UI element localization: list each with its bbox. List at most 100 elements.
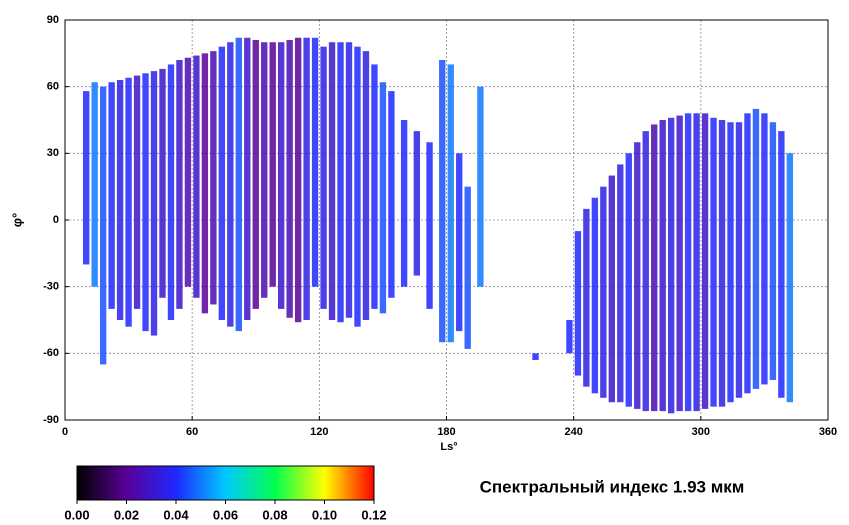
data-strip <box>693 113 700 412</box>
x-tick-label: 360 <box>819 426 837 438</box>
data-strip <box>345 42 353 318</box>
data-strip <box>591 197 599 394</box>
data-strip <box>617 164 624 403</box>
data-strip <box>426 142 433 309</box>
data-strip <box>744 113 751 394</box>
data-strip <box>167 64 175 320</box>
colorbar-tick-label: 0.10 <box>312 507 337 522</box>
data-strip <box>252 40 259 309</box>
data-strip <box>184 57 192 287</box>
data-strip <box>379 82 387 314</box>
data-strip <box>752 108 760 389</box>
colorbar-tick-label: 0.02 <box>114 507 139 522</box>
data-strip <box>447 64 454 343</box>
colorbar <box>77 466 374 500</box>
colorbar-tick-label: 0.12 <box>361 507 386 522</box>
data-strip <box>150 71 158 336</box>
y-tick-label: 90 <box>47 14 59 26</box>
data-strip <box>91 82 98 287</box>
data-strip <box>227 42 234 327</box>
data-strip <box>710 117 717 407</box>
data-strip <box>566 320 573 354</box>
data-strip <box>99 86 107 365</box>
data-strip <box>684 113 692 412</box>
data-strip <box>328 42 336 320</box>
x-tick-label: 300 <box>692 426 710 438</box>
data-strip <box>574 231 582 376</box>
y-tick-label: -30 <box>43 281 59 293</box>
y-tick-label: -90 <box>43 414 59 426</box>
data-strip <box>667 117 675 414</box>
x-tick-label: 180 <box>437 426 455 438</box>
y-tick-label: -60 <box>43 347 59 359</box>
y-tick-label: 60 <box>47 81 59 93</box>
data-strip <box>651 124 658 412</box>
data-strip <box>278 42 285 309</box>
data-strip <box>244 37 251 321</box>
data-strip <box>337 42 344 323</box>
data-strip <box>778 131 785 398</box>
data-strip <box>727 122 734 403</box>
data-strip <box>701 113 709 409</box>
data-strip <box>210 51 217 305</box>
data-strip <box>311 37 319 287</box>
data-strip <box>201 53 209 314</box>
data-strip <box>133 75 141 309</box>
data-strip <box>388 91 395 298</box>
data-strip <box>769 122 777 380</box>
data-strip <box>413 131 421 276</box>
data-strip <box>125 77 132 327</box>
plot-frame <box>64 19 829 421</box>
colorbar-tick-label: 0.08 <box>262 507 287 522</box>
colorbar-tick-label: 0.06 <box>213 507 238 522</box>
data-strip <box>354 46 361 327</box>
data-strip <box>159 68 166 298</box>
data-strip <box>735 122 743 398</box>
colorbar-tick-label: 0.04 <box>163 507 189 522</box>
data-strip <box>108 82 115 309</box>
x-tick-label: 120 <box>310 426 328 438</box>
x-axis-label: Ls° <box>440 441 457 453</box>
data-strip <box>642 131 649 412</box>
data-strip <box>600 186 607 398</box>
data-strip <box>235 37 242 332</box>
data-strip <box>634 142 641 409</box>
y-axis-label: φ° <box>9 213 24 228</box>
data-strip <box>676 115 683 412</box>
data-strip <box>583 208 590 387</box>
annotation: Спектральный индекс 1.93 мкм <box>480 477 745 496</box>
colorbar-tick-label: 0.00 <box>64 507 89 522</box>
y-tick-label: 30 <box>47 147 59 159</box>
data-strip <box>269 42 276 287</box>
data-strip <box>439 60 446 343</box>
x-tick-label: 0 <box>62 426 68 438</box>
data-strip <box>371 64 378 309</box>
data-strip <box>400 120 408 287</box>
data-strip <box>193 55 200 298</box>
data-strip <box>286 40 293 318</box>
data-strip <box>294 37 302 323</box>
data-strip <box>532 353 539 360</box>
data-strip <box>320 46 327 309</box>
data-strip <box>456 153 463 332</box>
y-tick-label: 0 <box>53 214 59 226</box>
data-strip <box>261 42 268 298</box>
data-strip <box>718 120 726 407</box>
data-strip <box>786 153 794 403</box>
x-tick-label: 60 <box>186 426 198 438</box>
data-strip <box>362 51 370 320</box>
data-strip <box>464 186 471 349</box>
data-strip <box>83 91 90 265</box>
data-strip <box>625 153 632 407</box>
x-tick-label: 240 <box>564 426 582 438</box>
data-strip <box>761 113 768 385</box>
data-strip <box>218 46 226 321</box>
data-strip <box>303 37 310 321</box>
data-strip <box>142 73 149 332</box>
data-strip <box>659 120 666 412</box>
data-strip <box>608 175 615 403</box>
data-strip <box>116 80 124 320</box>
data-strip <box>477 86 484 287</box>
data-strip <box>176 60 183 309</box>
